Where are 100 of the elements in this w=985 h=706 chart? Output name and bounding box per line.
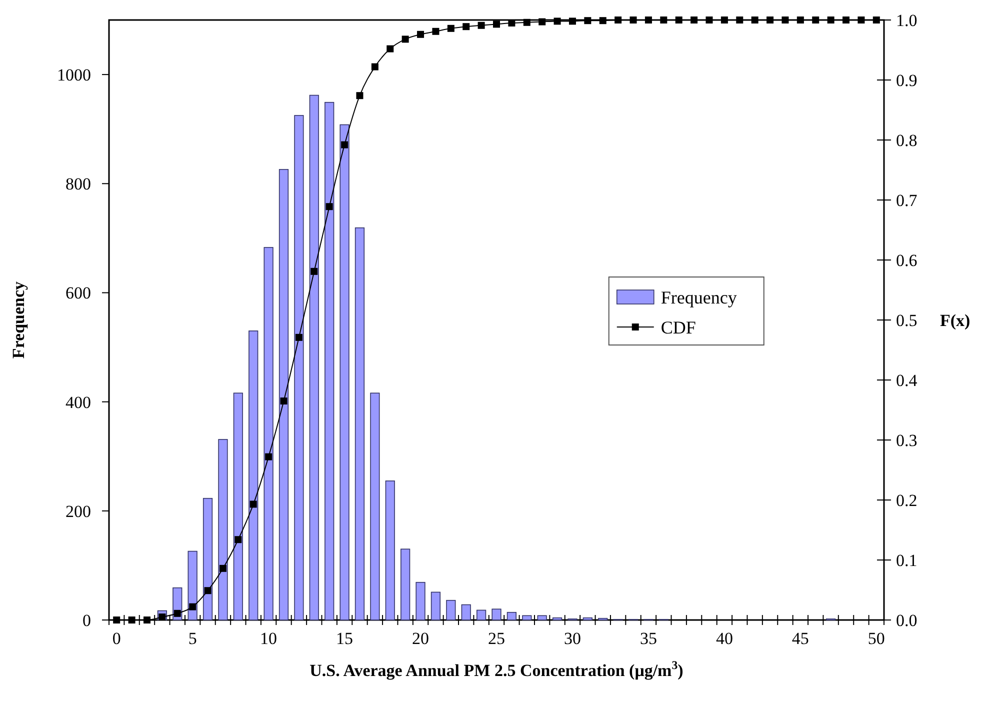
y-tick-label: 600 <box>66 284 91 303</box>
point <box>827 16 834 24</box>
point <box>280 398 288 404</box>
x-tick-label: 35 <box>640 629 657 648</box>
point <box>630 16 637 24</box>
point <box>402 36 409 43</box>
y-tick-label: 200 <box>66 502 91 521</box>
point <box>690 16 698 24</box>
y2-tick-label: 0.4 <box>896 370 918 390</box>
legend-label: CDF <box>660 317 696 338</box>
bar <box>188 550 198 620</box>
x-tick-label: 45 <box>792 629 809 648</box>
bar <box>218 439 228 620</box>
y2-tick-label: 0.8 <box>896 130 918 150</box>
bar <box>309 94 319 620</box>
y2-tick-label: 0.3 <box>896 430 918 450</box>
bar <box>492 608 502 620</box>
bar <box>385 480 395 620</box>
point <box>158 614 166 620</box>
bar <box>582 617 592 620</box>
point <box>295 334 302 341</box>
point <box>614 16 622 24</box>
bar <box>340 124 350 620</box>
y2-tick-label: 0.0 <box>896 610 918 630</box>
bar <box>416 582 426 620</box>
point <box>706 16 713 24</box>
point <box>356 92 364 100</box>
point <box>174 610 181 617</box>
point <box>478 22 485 29</box>
bar <box>233 392 243 620</box>
point <box>736 16 744 24</box>
point <box>219 564 226 572</box>
point <box>675 16 682 24</box>
y-tick-label: 400 <box>66 392 91 412</box>
bar <box>506 612 517 620</box>
y2-tick-label: 0.9 <box>896 70 918 90</box>
x-tick-label: 40 <box>716 629 733 648</box>
point <box>462 23 470 30</box>
point <box>751 16 758 24</box>
point <box>432 28 440 35</box>
point <box>568 18 576 25</box>
point <box>782 16 789 24</box>
point <box>310 268 318 275</box>
point <box>189 603 196 610</box>
x-tick-label: 30 <box>564 629 581 648</box>
bar <box>476 610 486 620</box>
bar <box>461 604 471 620</box>
bar <box>430 592 441 620</box>
point <box>538 18 546 26</box>
point <box>812 16 820 24</box>
point <box>584 17 592 24</box>
point <box>341 141 348 148</box>
y2-tick-label: 0.1 <box>896 550 918 570</box>
y2-tick-label: 1.0 <box>896 10 918 30</box>
point <box>371 63 378 70</box>
y2-tick-label: 0.2 <box>896 490 918 510</box>
x-tick-label: 5 <box>188 629 197 648</box>
bar <box>552 617 562 620</box>
point <box>599 17 606 24</box>
bar <box>354 227 365 620</box>
point <box>796 16 804 24</box>
point <box>554 18 561 25</box>
y-tick-label: 1000 <box>57 65 91 84</box>
y2-tick-label: 0.5 <box>896 310 918 330</box>
bar <box>537 615 547 620</box>
bar <box>522 615 532 620</box>
point <box>113 616 120 624</box>
point <box>842 16 850 24</box>
point <box>265 453 272 460</box>
x-tick-label: 20 <box>412 629 430 648</box>
bar <box>202 498 213 620</box>
point <box>508 20 516 26</box>
x-tick-label: 25 <box>488 629 505 648</box>
y2-axis-title: F(x) <box>940 310 970 330</box>
y-axis-title: Frequency <box>9 280 28 359</box>
bar <box>324 102 334 620</box>
point <box>660 16 668 24</box>
point <box>447 24 454 32</box>
x-tick-label: 50 <box>868 629 885 648</box>
bar <box>400 548 410 620</box>
y2-tick-label: 0.7 <box>896 190 918 210</box>
bar <box>278 169 289 620</box>
y-tick-label: 800 <box>66 174 91 194</box>
point <box>417 30 424 38</box>
point <box>493 20 500 28</box>
point <box>250 500 257 508</box>
bar <box>446 600 456 620</box>
y2-tick-label: 0.6 <box>896 250 918 270</box>
x-tick-label: 15 <box>336 629 354 648</box>
point <box>204 587 212 594</box>
point <box>386 45 394 52</box>
point <box>326 203 333 210</box>
bar <box>294 115 304 620</box>
point <box>143 616 150 624</box>
point <box>858 16 865 24</box>
x-tick-label: 10 <box>260 629 278 648</box>
point <box>128 616 136 624</box>
bar <box>370 392 380 620</box>
point <box>720 16 728 24</box>
point <box>234 536 242 544</box>
